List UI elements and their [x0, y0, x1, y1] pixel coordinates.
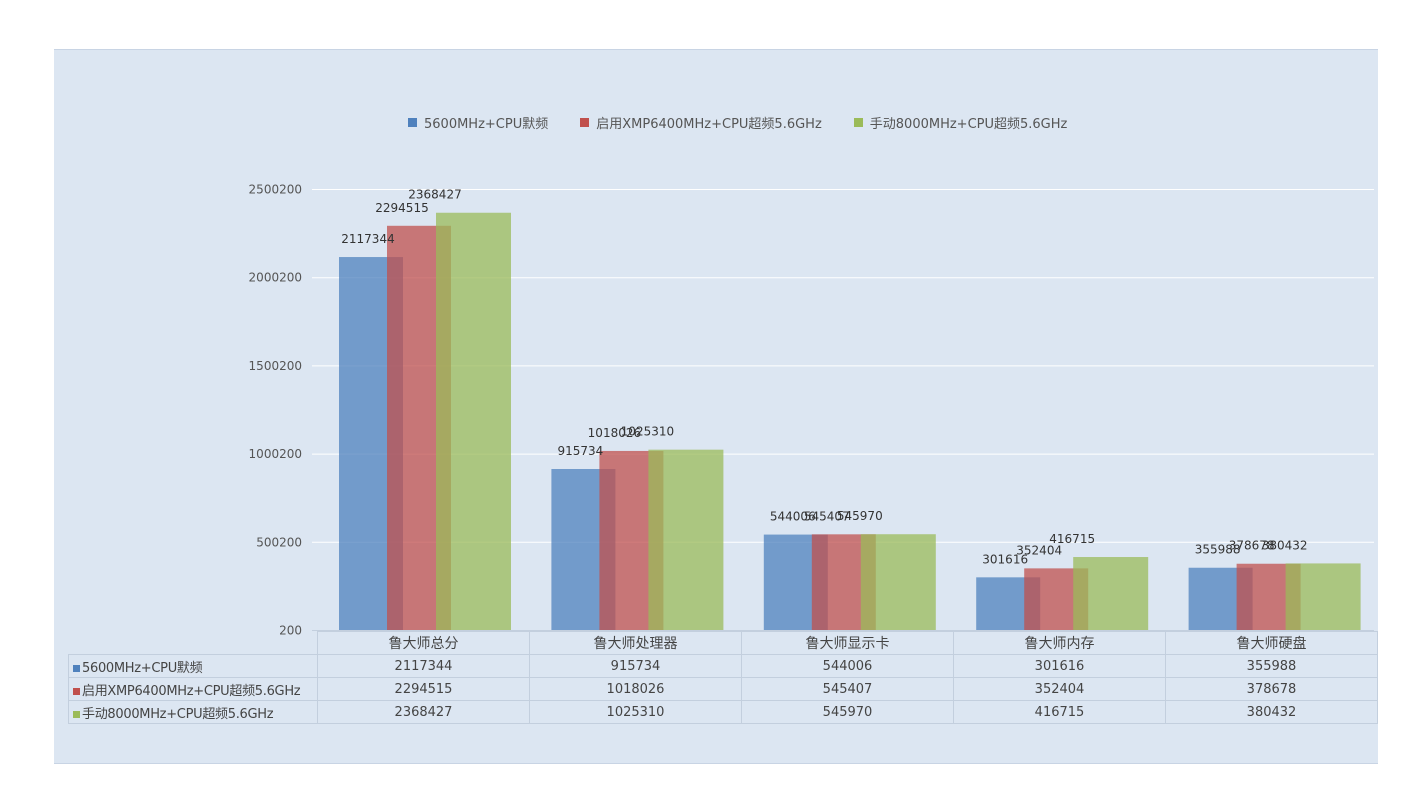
legend-swatch-series-1: [408, 118, 417, 127]
data-table-category: 鲁大师硬盘: [1165, 631, 1378, 655]
data-label: 2117344: [341, 232, 394, 246]
data-label: 544006: [770, 510, 816, 524]
data-table-row-series-3: 手动8000MHz+CPU超频5.6GHz 2368427 1025310 54…: [68, 700, 1378, 724]
legend-label-series-1: 5600MHz+CPU默频: [424, 117, 549, 132]
data-table-row-series-1: 5600MHz+CPU默频 2117344 915734 544006 3016…: [68, 654, 1378, 678]
y-tick-label: 500200: [256, 535, 302, 549]
bar-series-3: [1073, 557, 1149, 631]
data-label: 2368427: [408, 188, 461, 202]
y-tick-label: 1500200: [249, 359, 302, 373]
data-table-row-label: 5600MHz+CPU默频: [68, 654, 318, 678]
data-table-category: 鲁大师显示卡: [741, 631, 954, 655]
data-table-cell: 416715: [953, 700, 1166, 724]
data-table-cell: 2117344: [317, 654, 530, 678]
data-table-series-name: 启用XMP6400MHz+CPU超频5.6GHz: [82, 683, 301, 699]
data-table-cell: 545970: [741, 700, 954, 724]
data-table-series-name: 5600MHz+CPU默频: [82, 660, 203, 676]
legend: 5600MHz+CPU默频 启用XMP6400MHz+CPU超频5.6GHz 手…: [408, 113, 1067, 132]
data-table-cell: 544006: [741, 654, 954, 678]
bar-series-3: [648, 449, 724, 631]
data-table-category: 鲁大师总分: [317, 631, 530, 655]
bar-series-3: [860, 534, 936, 631]
y-tick-label: 2000200: [249, 271, 302, 285]
data-label: 2294515: [375, 201, 428, 215]
legend-item-series-2: 启用XMP6400MHz+CPU超频5.6GHz: [580, 113, 822, 132]
data-label: 301616: [982, 552, 1028, 566]
data-label: 915734: [557, 444, 603, 458]
data-table-row-series-2: 启用XMP6400MHz+CPU超频5.6GHz 2294515 1018026…: [68, 677, 1378, 701]
data-label: 545407: [804, 509, 850, 523]
data-label: 378678: [1229, 539, 1275, 553]
data-table-cell: 380432: [1165, 700, 1378, 724]
data-table-series-name: 手动8000MHz+CPU超频5.6GHz: [82, 706, 274, 722]
data-table-cell: 2294515: [317, 677, 530, 701]
data-table-cell: 355988: [1165, 654, 1378, 678]
data-label: 355988: [1195, 543, 1241, 557]
data-table-cell: 301616: [953, 654, 1166, 678]
y-tick-label: 1000200: [249, 447, 302, 461]
data-label: 352404: [1016, 543, 1062, 557]
bar-series-3: [1285, 563, 1361, 631]
data-table-cell: 352404: [953, 677, 1166, 701]
legend-label-series-2: 启用XMP6400MHz+CPU超频5.6GHz: [596, 117, 822, 132]
data-table-cell: 545407: [741, 677, 954, 701]
data-table-category: 鲁大师内存: [953, 631, 1166, 655]
legend-item-series-1: 5600MHz+CPU默频: [408, 113, 548, 132]
data-table-swatch: [73, 687, 80, 695]
data-table-swatch: [73, 664, 80, 672]
data-table-cell: 378678: [1165, 677, 1378, 701]
data-table-row-label: 启用XMP6400MHz+CPU超频5.6GHz: [68, 677, 318, 701]
legend-swatch-series-2: [580, 118, 590, 127]
data-table-row-label: 手动8000MHz+CPU超频5.6GHz: [68, 700, 318, 724]
data-table-cell: 1025310: [529, 700, 742, 724]
data-label: 1025310: [621, 425, 674, 439]
y-tick-label: 2500200: [249, 183, 302, 197]
data-table-cell: 2368427: [317, 700, 530, 724]
data-table-header-row: 鲁大师总分 鲁大师处理器 鲁大师显示卡 鲁大师内存 鲁大师硬盘: [68, 631, 1378, 655]
legend-label-series-3: 手动8000MHz+CPU超频5.6GHz: [869, 117, 1068, 132]
legend-item-series-3: 手动8000MHz+CPU超频5.6GHz: [853, 113, 1068, 132]
bar-series-3: [436, 212, 511, 631]
data-label: 545970: [837, 509, 883, 523]
data-label: 380432: [1262, 538, 1308, 552]
data-label: 416715: [1049, 532, 1095, 546]
legend-swatch-series-3: [853, 118, 863, 127]
data-table: 鲁大师总分 鲁大师处理器 鲁大师显示卡 鲁大师内存 鲁大师硬盘 5600MHz+…: [68, 631, 1378, 724]
data-label: 1018026: [588, 426, 641, 440]
data-table-swatch: [73, 710, 80, 718]
data-table-cell: 915734: [529, 654, 742, 678]
data-table-category: 鲁大师处理器: [529, 631, 742, 655]
data-table-corner: [68, 631, 318, 655]
data-table-cell: 1018026: [529, 677, 742, 701]
